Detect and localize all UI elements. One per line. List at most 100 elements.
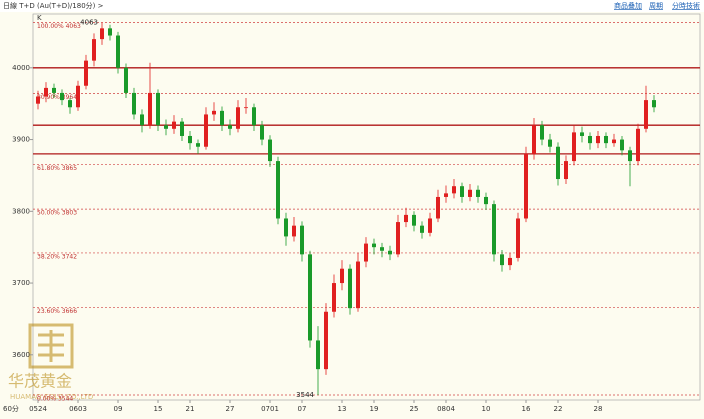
candle-body [60, 92, 64, 101]
link[interactable]: 商品叠加 [614, 1, 642, 10]
x-tick-label: 19 [370, 405, 379, 413]
candle-body [284, 218, 288, 237]
x-tick-label: 09 [114, 405, 123, 413]
candle-body [252, 107, 256, 126]
candle-body [420, 225, 424, 233]
candle-body [188, 135, 192, 144]
fib-label: 80.90% 3964 [37, 94, 77, 101]
link[interactable]: 分時技術 [672, 1, 700, 10]
candle-body [292, 225, 296, 237]
x-tick-label: 15 [154, 405, 163, 413]
logo-glyph [38, 330, 64, 362]
candle-body [620, 139, 624, 151]
candle-body [348, 268, 352, 309]
candle-body [468, 189, 472, 197]
x-start-label: 60分 [3, 404, 19, 413]
candle-body [556, 146, 560, 180]
candle-body [124, 67, 128, 93]
y-tick-label: 3700 [12, 279, 30, 287]
annotation: 4063 [80, 19, 98, 27]
candle-body [332, 283, 336, 312]
candle-body [324, 311, 328, 370]
candle-body [588, 135, 592, 144]
y-tick-label: 3600 [12, 351, 30, 359]
candle-body [548, 139, 552, 147]
x-tick-label: 10 [482, 405, 491, 413]
header-title: 日線 T+D (Au(T+D)/180分) > [3, 1, 104, 10]
watermark-name: 华茂黄金 [8, 372, 72, 391]
candle-body [172, 121, 176, 129]
candle-body [444, 193, 448, 197]
candle-body [164, 125, 168, 129]
candle-body [220, 110, 224, 126]
candle-body [532, 125, 536, 154]
x-tick-label: 0804 [437, 405, 455, 413]
candle-body [84, 60, 88, 86]
candle-body [260, 125, 264, 140]
candle-body [92, 39, 96, 61]
candle-body [372, 243, 376, 248]
fib-label: 38.20% 3742 [37, 253, 77, 260]
candle-body [76, 85, 80, 108]
candle-body [36, 96, 40, 104]
candle-body [116, 35, 120, 68]
candle-body [484, 196, 488, 205]
candle-body [596, 135, 600, 144]
fib-label: 100.00% 4063 [37, 23, 81, 30]
candle-body [524, 153, 528, 219]
candle-body [212, 110, 216, 115]
candle-body [644, 100, 648, 129]
candle-body [180, 121, 184, 136]
candle-body [580, 132, 584, 136]
candle-body [316, 340, 320, 370]
y-tick-label: 4000 [12, 64, 30, 72]
logo: 华茂黄金 HUAMAO GOLD CO.,LTD [8, 323, 93, 401]
y-tick-label: 3900 [12, 136, 30, 144]
candle-body [492, 204, 496, 255]
fib-label: 61.80% 3865 [37, 165, 77, 172]
x-tick-label: 0603 [69, 405, 87, 413]
axis-label: K [37, 14, 42, 22]
candle-body [388, 250, 392, 255]
x-tick-label: 0701 [261, 405, 279, 413]
x-tick-label: 21 [186, 405, 195, 413]
y-tick-label: 3800 [12, 207, 30, 215]
candle-body [604, 135, 608, 144]
candle-body [364, 243, 368, 262]
x-tick-label: 07 [298, 405, 307, 413]
candle-body [396, 222, 400, 255]
candle-body [540, 125, 544, 140]
fib-label: 50.00% 3803 [37, 210, 77, 217]
link[interactable]: 周期 [649, 2, 663, 10]
candle-body [628, 150, 632, 162]
candle-body [652, 100, 656, 108]
candle-body [156, 92, 160, 126]
x-tick-label: 16 [522, 405, 531, 413]
candle-body [516, 218, 520, 258]
candle-body [300, 225, 304, 255]
x-tick-label: 25 [410, 405, 419, 413]
candle-body [428, 218, 432, 233]
candle-body [308, 254, 312, 341]
candle-body [500, 254, 504, 266]
candle-body [268, 139, 272, 162]
candle-body [140, 114, 144, 126]
candle-body [68, 100, 72, 108]
candle-body [340, 268, 344, 284]
candle-body [380, 247, 384, 251]
plot-frame [32, 13, 701, 401]
candle-body [244, 107, 248, 109]
candle-body [356, 261, 360, 309]
logo-box [28, 323, 74, 369]
x-tick-label: 27 [226, 405, 235, 413]
header-bar [0, 0, 704, 12]
fib-label: 23.60% 3666 [37, 308, 77, 315]
candle-body [148, 92, 152, 126]
candle-body [612, 139, 616, 144]
candle-body [404, 214, 408, 223]
candle-body [476, 189, 480, 197]
candle-body [228, 125, 232, 129]
candle-body [436, 196, 440, 219]
x-tick-label: 28 [594, 405, 603, 413]
